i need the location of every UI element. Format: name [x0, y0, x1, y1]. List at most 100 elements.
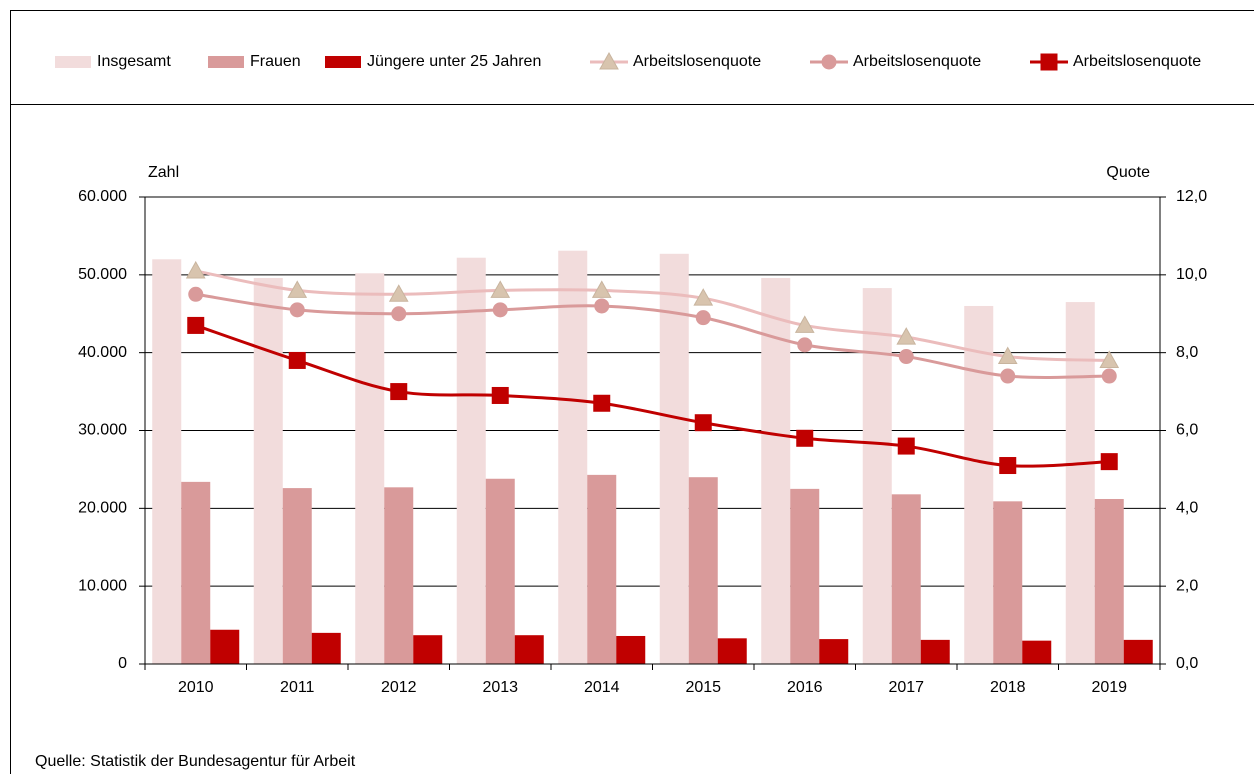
point [187, 316, 205, 334]
bar [688, 477, 718, 664]
line [195, 324, 1110, 468]
point [591, 280, 612, 298]
bar [1022, 640, 1052, 664]
bar [355, 273, 385, 664]
point [694, 414, 712, 432]
x-tick-label: 2014 [584, 679, 620, 696]
point [693, 288, 714, 306]
point [1000, 368, 1016, 384]
y-tick-label: 60.000 [78, 188, 127, 205]
point [898, 349, 914, 365]
bar [891, 494, 921, 664]
legend-label: Arbeitslosenquote [1073, 53, 1201, 70]
x-tick-label: 2019 [1091, 679, 1127, 696]
bar [761, 277, 791, 664]
bar [616, 635, 646, 664]
bar [717, 638, 747, 664]
point [287, 280, 308, 298]
point [490, 280, 511, 298]
y2-tick-label: 10,0 [1176, 266, 1207, 283]
point [695, 310, 711, 326]
bar [993, 501, 1023, 664]
bar [819, 639, 849, 664]
x-tick-label: 2011 [280, 679, 315, 696]
point [492, 302, 508, 318]
point [1100, 453, 1118, 471]
point [797, 337, 813, 353]
x-tick-label: 2018 [990, 679, 1026, 696]
bar [311, 632, 341, 664]
y-tick-label: 0 [118, 655, 127, 672]
y-tick-label: 10.000 [78, 577, 127, 594]
bar [558, 250, 588, 664]
bar [587, 474, 617, 664]
x-tick-label: 2017 [888, 679, 924, 696]
legend-marker [821, 54, 837, 70]
y2-tick-label: 8,0 [1176, 344, 1198, 361]
y-tick-label: 20.000 [78, 500, 127, 517]
legend-label: Insgesamt [97, 53, 171, 70]
y2-tick-label: 12,0 [1176, 188, 1207, 205]
bar [964, 305, 994, 664]
x-tick-label: 2013 [482, 679, 518, 696]
x-tick-label: 2016 [787, 679, 823, 696]
point [796, 429, 814, 447]
point [896, 327, 917, 345]
point [289, 302, 305, 318]
point [288, 351, 306, 369]
line [195, 292, 1110, 379]
bar [514, 635, 544, 664]
legend-marker [1040, 53, 1058, 71]
point [594, 298, 610, 314]
legend-swatch [208, 56, 244, 68]
legend-label: Arbeitslosenquote [633, 53, 761, 70]
bar [920, 639, 950, 664]
point [897, 437, 915, 455]
point [997, 346, 1018, 365]
bar [181, 481, 211, 664]
y-tick-label: 40.000 [78, 344, 127, 361]
legend-swatch [325, 56, 361, 68]
point [794, 315, 815, 333]
y2-tick-label: 6,0 [1176, 422, 1198, 439]
legend-marker [599, 51, 619, 70]
bar [210, 629, 240, 664]
y-axis-label: Zahl [148, 164, 179, 181]
point [1101, 368, 1117, 384]
point [593, 394, 611, 412]
point [390, 383, 408, 401]
point [1099, 350, 1120, 368]
point [388, 284, 409, 302]
point [185, 260, 206, 279]
bar [1123, 639, 1153, 664]
bar [659, 253, 689, 664]
bar [1065, 302, 1095, 664]
y-tick-label: 50.000 [78, 266, 127, 283]
point [391, 306, 407, 322]
x-tick-label: 2012 [381, 679, 417, 696]
bar [253, 277, 283, 664]
y-tick-label: 30.000 [78, 422, 127, 439]
bar [282, 488, 312, 664]
bar [384, 487, 414, 664]
y2-tick-label: 0,0 [1176, 655, 1198, 672]
y2-tick-label: 4,0 [1176, 500, 1198, 517]
line [195, 269, 1110, 362]
legend-swatch [55, 56, 91, 68]
y2-axis-label: Quote [1106, 164, 1150, 181]
legend-label: Jüngere unter 25 Jahren [367, 53, 541, 70]
bar [1094, 498, 1124, 664]
bar [152, 259, 182, 664]
point [188, 286, 204, 302]
point [491, 386, 509, 404]
bar [485, 478, 515, 664]
source: Quelle: Statistik der Bundesagentur für … [35, 753, 356, 770]
bar [413, 635, 443, 664]
legend-label: Arbeitslosenquote [853, 53, 981, 70]
legend-label: Frauen [250, 53, 301, 70]
x-tick-label: 2010 [178, 679, 214, 696]
x-tick-label: 2015 [685, 679, 721, 696]
point [999, 457, 1017, 475]
